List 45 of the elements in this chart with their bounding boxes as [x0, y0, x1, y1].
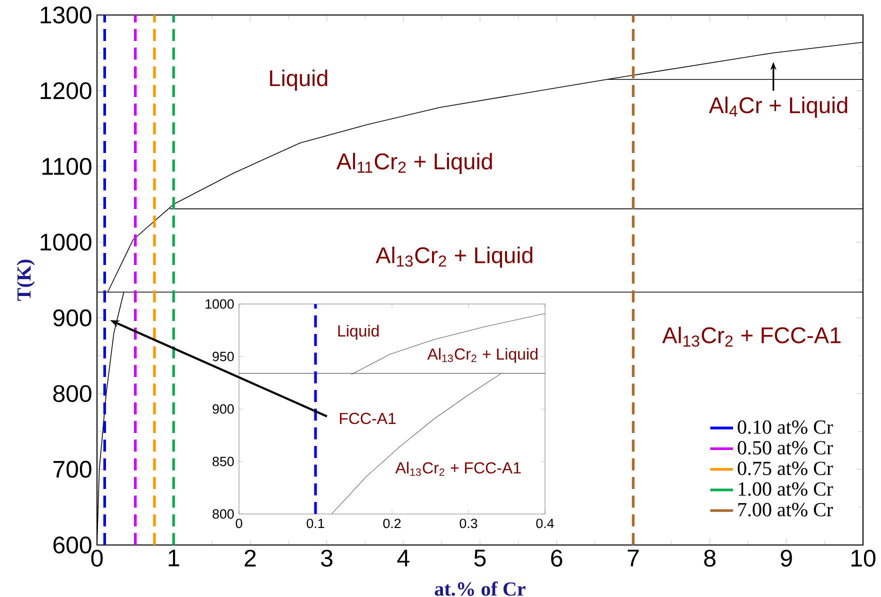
- x-tick-label: 8: [704, 550, 716, 567]
- x-tick-label: 0.4: [536, 518, 554, 528]
- x-tick-label: 2: [244, 550, 256, 566]
- x-tick-label: 10: [851, 550, 876, 567]
- x-axis-title: at.% of Cr: [434, 582, 526, 596]
- annotation: Al$_{4}$Cr + Liquid: [708, 96, 848, 118]
- x-tick-label: 5: [474, 550, 486, 566]
- legend-label: 0.10 at% Cr: [738, 420, 833, 434]
- y-tick-label: 1000: [206, 299, 234, 309]
- y-tick-label: 850: [212, 456, 234, 466]
- legend-label: 0.50 at% Cr: [738, 441, 833, 455]
- y-tick-label: 950: [212, 352, 234, 362]
- legend-label: 7.00 at% Cr: [738, 502, 833, 516]
- y-tick-label: 1300: [40, 6, 92, 24]
- annotation: Liquid: [270, 70, 328, 91]
- y-tick-label: 1100: [42, 158, 92, 175]
- x-tick-label: 0.3: [460, 518, 478, 528]
- x-tick-label: 0.2: [383, 518, 401, 528]
- x-tick-label: 0.1: [306, 518, 324, 528]
- annotation: Al$_{13}$Cr$_{2}$ + Liquid: [376, 246, 532, 268]
- x-tick-label: 3: [321, 550, 332, 567]
- legend-label: 1.00 at% Cr: [738, 482, 833, 496]
- annotation: FCC-A1: [340, 412, 396, 424]
- y-axis-title: T(K): [16, 260, 35, 301]
- x-tick-label: 4: [397, 550, 410, 566]
- x-tick-label: 6: [551, 550, 562, 567]
- x-tick-label: 9: [780, 550, 792, 567]
- y-tick-label: 700: [53, 460, 92, 478]
- x-tick-label: 0: [236, 518, 242, 528]
- y-tick-label: 800: [53, 385, 92, 402]
- annotation: Al$_{13}$Cr$_{2}$ + FCC-A1: [395, 462, 521, 476]
- y-tick-label: 1000: [40, 234, 92, 251]
- x-tick-label: 1: [168, 550, 180, 566]
- y-tick-label: 900: [53, 309, 92, 326]
- x-tick-label: 0: [91, 550, 103, 567]
- x-tick-label: 7: [628, 550, 639, 566]
- legend-label: 0.75 at% Cr: [738, 462, 833, 476]
- y-tick-label: 600: [53, 536, 92, 554]
- y-tick-label: 1200: [40, 82, 92, 100]
- annotation: Liquid: [338, 324, 379, 340]
- annotation: Al$_{13}$Cr$_{2}$ + FCC-A1: [662, 326, 841, 347]
- y-tick-label: 900: [212, 404, 234, 414]
- annotation: Al$_{11}$Cr$_{2}$ + Liquid: [336, 152, 492, 174]
- y-tick-label: 800: [212, 509, 234, 519]
- annotation: Al$_{13}$Cr$_{2}$ + Liquid: [427, 348, 538, 363]
